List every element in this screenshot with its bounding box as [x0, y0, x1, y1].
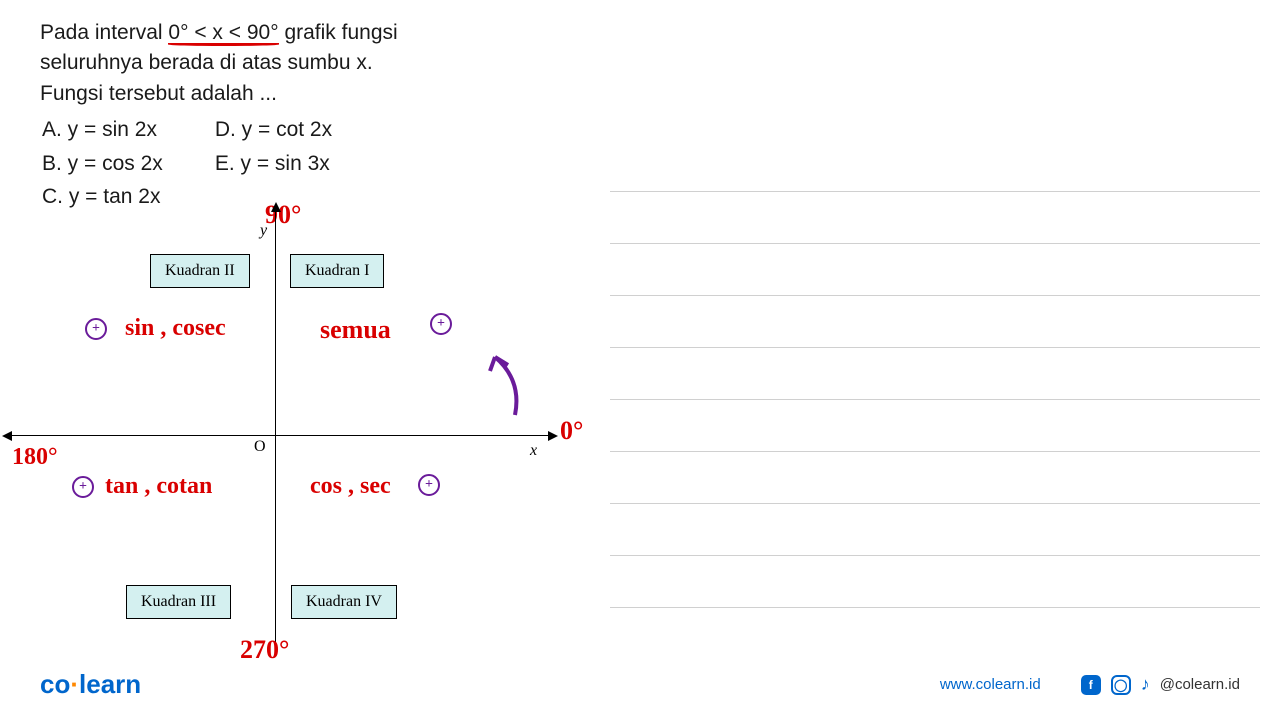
quadrant-3-box: Kuadran III	[126, 585, 231, 619]
options-block: A. y = sin 2x D. y = cot 2x B. y = cos 2…	[40, 112, 384, 215]
footer-right: www.colearn.id f ◯ ♪ @colearn.id	[940, 674, 1240, 695]
option-e: E. y = sin 3x	[215, 148, 382, 180]
x-axis-label: x	[530, 442, 537, 460]
q-line2: seluruhnya berada di atas sumbu x.	[40, 51, 373, 74]
y-axis	[275, 205, 276, 645]
option-d: D. y = cot 2x	[215, 114, 382, 146]
option-a: A. y = sin 2x	[42, 114, 213, 146]
logo-co: co	[40, 669, 70, 699]
social-handle: @colearn.id	[1160, 676, 1240, 693]
option-b: B. y = cos 2x	[42, 148, 213, 180]
origin-label: O	[254, 438, 266, 456]
quadrant-1-box: Kuadran I	[290, 254, 384, 288]
website-link[interactable]: www.colearn.id	[940, 676, 1041, 693]
tiktok-icon[interactable]: ♪	[1141, 674, 1150, 695]
ruled-lines	[610, 140, 1260, 608]
instagram-icon[interactable]: ◯	[1111, 675, 1131, 695]
x-axis-arrow-right	[548, 431, 558, 441]
logo: co·learn	[40, 669, 141, 700]
quadrant-2-box: Kuadran II	[150, 254, 250, 288]
q2-text: sin , cosec	[125, 315, 226, 342]
y-axis-label: y	[260, 222, 267, 240]
y-axis-arrow-up	[271, 202, 281, 212]
logo-dot: ·	[70, 669, 79, 699]
footer: co·learn www.colearn.id f ◯ ♪ @colearn.i…	[0, 669, 1280, 700]
x-axis-arrow-left	[2, 431, 12, 441]
q3-text: tan , cotan	[105, 473, 212, 500]
q1-text: semua	[320, 315, 391, 345]
angle-180-label: 180°	[12, 444, 58, 471]
q4-text: cos , sec	[310, 473, 391, 500]
quadrant-diagram: y x O Kuadran II Kuadran I Kuadran III K…	[10, 210, 580, 670]
option-c: C. y = tan 2x	[42, 181, 213, 213]
x-axis	[10, 435, 550, 436]
q2-plus: +	[85, 318, 107, 340]
q4-plus: +	[418, 474, 440, 496]
angle-270-label: 270°	[240, 635, 289, 665]
q-line3: Fungsi tersebut adalah ...	[40, 82, 277, 105]
quadrant-4-box: Kuadran IV	[291, 585, 397, 619]
q-line1c: grafik fungsi	[279, 21, 398, 44]
q-interval: 0° < x < 90°	[168, 21, 278, 44]
facebook-icon[interactable]: f	[1081, 675, 1101, 695]
q3-plus: +	[72, 476, 94, 498]
q-line1a: Pada interval	[40, 21, 168, 44]
question-block: Pada interval 0° < x < 90° grafik fungsi…	[40, 18, 398, 109]
logo-learn: learn	[79, 669, 141, 699]
rotation-arrow-icon	[470, 345, 540, 425]
angle-0-label: 0°	[560, 416, 583, 446]
q1-plus: +	[430, 313, 452, 335]
